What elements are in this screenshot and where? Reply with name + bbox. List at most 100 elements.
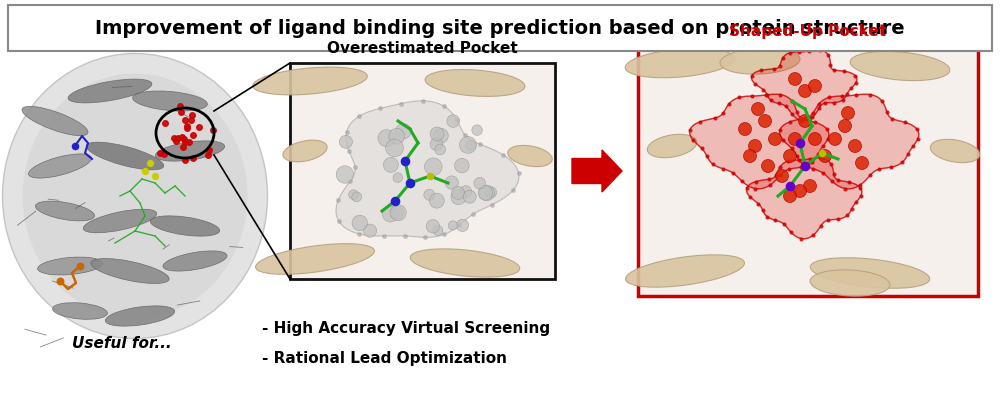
Circle shape [448,221,458,230]
Point [200,152,216,158]
Circle shape [818,150,832,162]
Point [166,135,182,141]
Circle shape [748,140,762,152]
Circle shape [386,139,403,157]
Circle shape [744,150,757,162]
Ellipse shape [647,134,697,158]
FancyBboxPatch shape [290,63,555,279]
Circle shape [429,193,444,208]
Circle shape [794,184,806,198]
Ellipse shape [256,244,374,274]
Ellipse shape [253,67,367,95]
Circle shape [474,177,485,189]
Ellipse shape [91,259,169,284]
Circle shape [759,115,772,128]
Point [797,163,813,169]
Ellipse shape [2,53,268,338]
Point [201,147,217,154]
Circle shape [804,180,816,192]
Text: Overestimated Pocket: Overestimated Pocket [327,41,518,56]
Point [179,123,195,130]
Circle shape [456,219,469,231]
Ellipse shape [155,141,225,161]
Ellipse shape [53,303,107,319]
Point [72,263,88,269]
Circle shape [466,140,476,150]
Ellipse shape [720,48,800,74]
Circle shape [383,157,398,172]
Ellipse shape [810,258,930,288]
Circle shape [425,158,442,176]
Point [173,109,189,115]
Ellipse shape [105,306,175,326]
Ellipse shape [83,209,157,233]
FancyArrow shape [572,150,622,192]
Text: - High Accuracy Virtual Screening: - High Accuracy Virtual Screening [262,322,550,336]
Circle shape [352,192,362,202]
Ellipse shape [930,139,980,163]
Circle shape [768,132,782,146]
Point [157,120,173,126]
Point [172,103,188,109]
Polygon shape [751,50,857,121]
Text: Useful for...: Useful for... [72,336,172,350]
Circle shape [776,170,788,182]
Circle shape [378,130,395,147]
Circle shape [460,136,476,153]
Text: Improvement of ligand binding site prediction based on protein structure: Improvement of ligand binding site predi… [95,18,905,38]
Point [177,117,193,124]
Ellipse shape [163,251,227,271]
Ellipse shape [29,154,91,178]
Circle shape [451,189,466,205]
Circle shape [393,173,403,182]
Point [387,198,403,204]
Circle shape [336,166,354,183]
Circle shape [452,186,465,199]
Circle shape [390,205,406,221]
Circle shape [478,186,493,200]
Ellipse shape [625,48,735,78]
Circle shape [433,225,443,235]
Point [168,138,184,144]
Circle shape [352,215,367,231]
Circle shape [828,132,842,146]
Circle shape [799,115,812,128]
Text: Shaped-Up Pocket: Shaped-Up Pocket [729,24,887,39]
Circle shape [849,140,862,152]
Point [67,143,83,149]
FancyBboxPatch shape [8,5,992,51]
Point [814,150,830,156]
Ellipse shape [425,69,525,96]
Point [191,124,207,130]
Point [397,158,413,164]
Circle shape [485,187,497,198]
Point [147,173,163,179]
Point [205,127,221,133]
Point [402,180,418,186]
Ellipse shape [508,146,552,166]
Circle shape [383,206,398,222]
Circle shape [808,79,822,93]
Circle shape [391,206,404,219]
Point [185,154,201,161]
Circle shape [430,127,444,141]
Ellipse shape [283,140,327,162]
Circle shape [799,85,812,97]
Point [792,140,808,146]
Point [181,139,197,145]
Ellipse shape [68,79,152,103]
Ellipse shape [86,142,164,170]
Circle shape [424,189,435,200]
Ellipse shape [38,257,102,275]
Ellipse shape [22,106,88,136]
Circle shape [426,220,440,233]
FancyBboxPatch shape [638,46,978,296]
Circle shape [363,224,377,237]
Circle shape [788,132,802,146]
Point [177,157,193,164]
Ellipse shape [35,201,95,221]
Point [52,278,68,284]
Circle shape [855,156,868,170]
Point [185,132,201,138]
Point [142,160,158,166]
